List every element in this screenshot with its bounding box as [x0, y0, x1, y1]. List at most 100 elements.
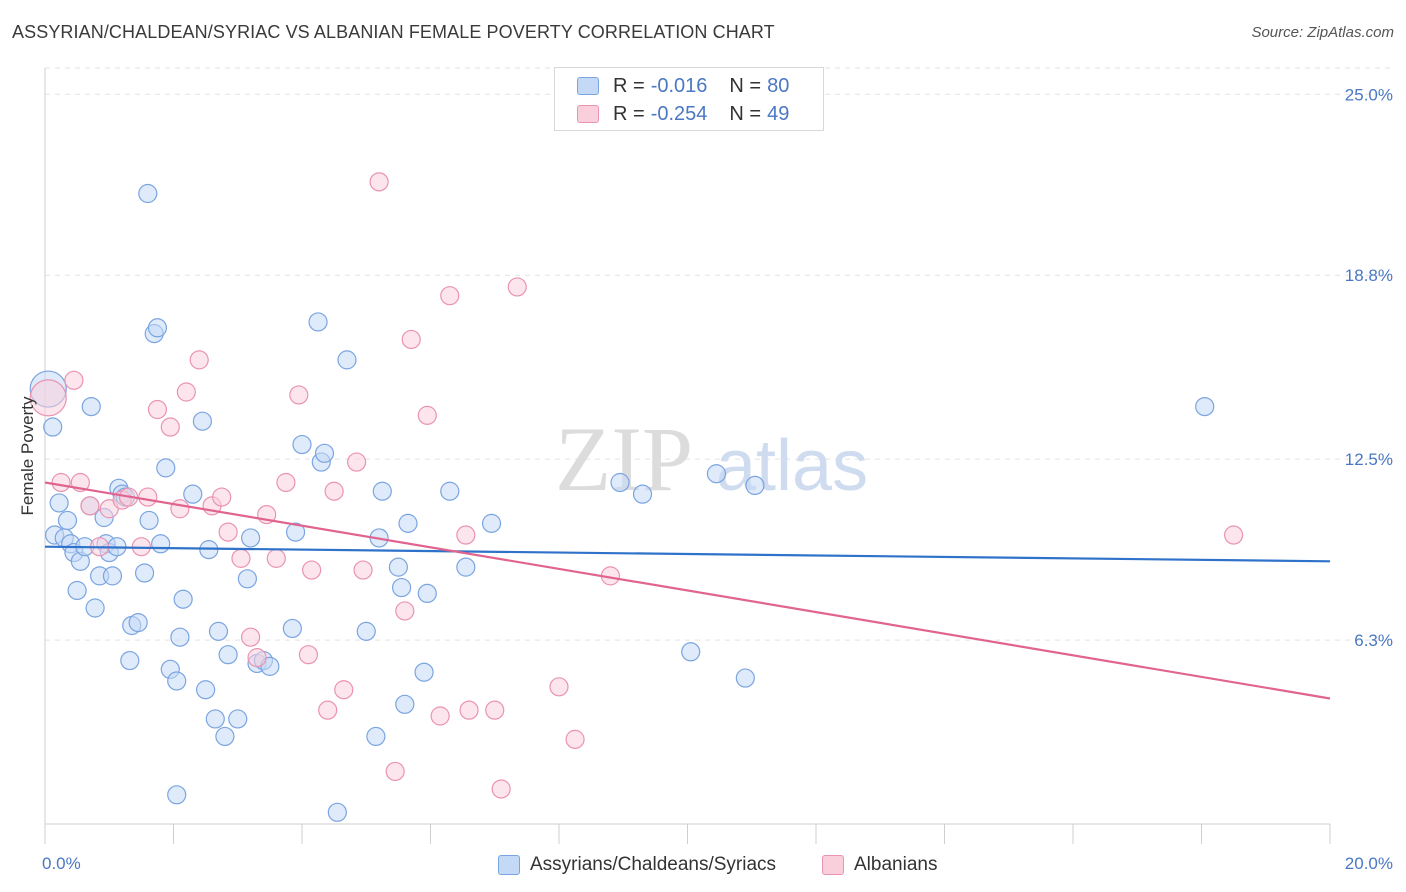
- assyrians-point: [102, 566, 123, 586]
- albanians-point: [298, 645, 319, 665]
- assyrians-point: [120, 650, 140, 671]
- assyrians-point: [706, 464, 727, 484]
- legend-row-albanians: R = -0.254 N = 49: [555, 99, 789, 129]
- albanians-point: [417, 405, 437, 425]
- assyrians-point: [292, 434, 312, 455]
- albanians-point: [318, 700, 338, 720]
- legend-r-value: -0.016: [650, 74, 708, 97]
- watermark-zip: ZIP: [555, 408, 693, 510]
- assyrians-point: [456, 557, 476, 577]
- albanians-point: [1224, 525, 1244, 545]
- assyrians-point: [395, 694, 415, 714]
- albanians-point: [138, 487, 158, 507]
- bottom-legend-albanians: Albanians: [822, 852, 937, 878]
- legend-swatch-pink: [577, 105, 599, 123]
- correlation-legend: R = -0.016 N = 80 R = -0.254 N = 49: [554, 67, 824, 131]
- albanians-point: [160, 417, 180, 437]
- albanians-point: [369, 172, 389, 192]
- assyrians-point: [192, 411, 213, 431]
- albanians-point: [353, 560, 373, 580]
- albanians-point: [549, 677, 569, 697]
- assyrians-point: [228, 709, 248, 729]
- legend-r-value: -0.254: [650, 102, 708, 125]
- albanians-point: [324, 481, 344, 501]
- assyrians-point: [167, 671, 187, 691]
- assyrians-point: [366, 726, 386, 747]
- trend-lines: [44, 481, 1331, 700]
- bottom-legend-swatch-pink: [822, 855, 844, 875]
- albanians-point: [485, 700, 505, 720]
- assyrians-point: [735, 668, 755, 688]
- albanians-point: [176, 382, 196, 402]
- assyrians-point: [610, 472, 630, 493]
- assyrians-point: [43, 417, 63, 437]
- albanians-point: [212, 487, 232, 507]
- albanians-point: [456, 525, 476, 545]
- albanians-point: [189, 350, 209, 370]
- assyrians-point: [681, 642, 701, 662]
- assyrians-point: [388, 557, 408, 577]
- assyrians-point: [156, 458, 176, 478]
- assyrians-point: [327, 802, 347, 822]
- y-tick-label: 12.5%: [1345, 450, 1393, 469]
- albanians-point: [491, 779, 511, 799]
- y-axis-label: Female Poverty: [18, 396, 37, 516]
- assyrians-point: [414, 662, 434, 682]
- source-credit: Source: ZipAtlas.com: [1251, 24, 1394, 41]
- assyrians-point: [49, 493, 69, 513]
- assyrians-point: [337, 350, 357, 370]
- assyrians-point: [398, 513, 418, 533]
- y-tick-label: 6.3%: [1354, 631, 1393, 650]
- albanians-point: [302, 560, 322, 580]
- assyrians-point: [481, 513, 502, 533]
- legend-n-value: 49: [767, 102, 790, 125]
- assyrians-point: [85, 598, 105, 618]
- legend-n-label: N =: [729, 102, 762, 125]
- albanians-point: [231, 548, 251, 568]
- y-tick-label: 18.8%: [1345, 266, 1393, 285]
- assyrians-point: [1195, 396, 1215, 417]
- assyrians-point: [167, 785, 187, 805]
- albanians-point: [64, 370, 84, 390]
- assyrians-point: [314, 443, 335, 463]
- assyrians-point: [205, 709, 225, 729]
- assyrians-point: [170, 627, 190, 647]
- assyrians-point: [440, 481, 460, 501]
- bottom-legend-assyrians: Assyrians/Chaldeans/Syriacs: [498, 852, 776, 878]
- albanians-point: [385, 761, 405, 782]
- legend-r-label: R =: [613, 74, 645, 97]
- y-tick-label: 25.0%: [1345, 85, 1393, 104]
- albanians-point: [266, 548, 286, 568]
- assyrians-point: [417, 583, 437, 604]
- albanians-point: [459, 700, 479, 720]
- assyrians-point: [134, 563, 155, 583]
- legend-swatch-blue: [577, 77, 599, 95]
- albanians-point: [241, 627, 261, 647]
- axes: [44, 68, 1331, 844]
- assyrians-point: [285, 522, 306, 542]
- assyrians-point: [745, 475, 765, 496]
- assyrians-point: [241, 528, 261, 548]
- assyrians-point: [391, 577, 412, 598]
- bottom-legend-swatch-blue: [498, 855, 520, 875]
- legend-n-value: 80: [767, 74, 790, 97]
- assyrians-point: [237, 569, 257, 589]
- albanians-point: [29, 379, 67, 417]
- legend-r-label: R =: [613, 102, 645, 125]
- assyrians-trend-line: [44, 545, 1331, 563]
- assyrians-point: [196, 680, 216, 700]
- albanians-trend-line: [44, 481, 1331, 700]
- albanians-point: [218, 522, 238, 542]
- albanians-point: [440, 286, 460, 306]
- albanians-point: [289, 385, 309, 405]
- assyrians-point: [308, 312, 328, 332]
- assyrians-point: [173, 589, 193, 609]
- chart-title: ASSYRIAN/CHALDEAN/SYRIAC VS ALBANIAN FEM…: [12, 22, 775, 42]
- assyrians-point: [139, 510, 159, 531]
- albanians-point: [247, 648, 267, 668]
- assyrians-point: [282, 618, 302, 639]
- albanians-point: [565, 729, 585, 749]
- albanians-point: [80, 496, 100, 516]
- watermark-atlas: atlas: [716, 426, 868, 506]
